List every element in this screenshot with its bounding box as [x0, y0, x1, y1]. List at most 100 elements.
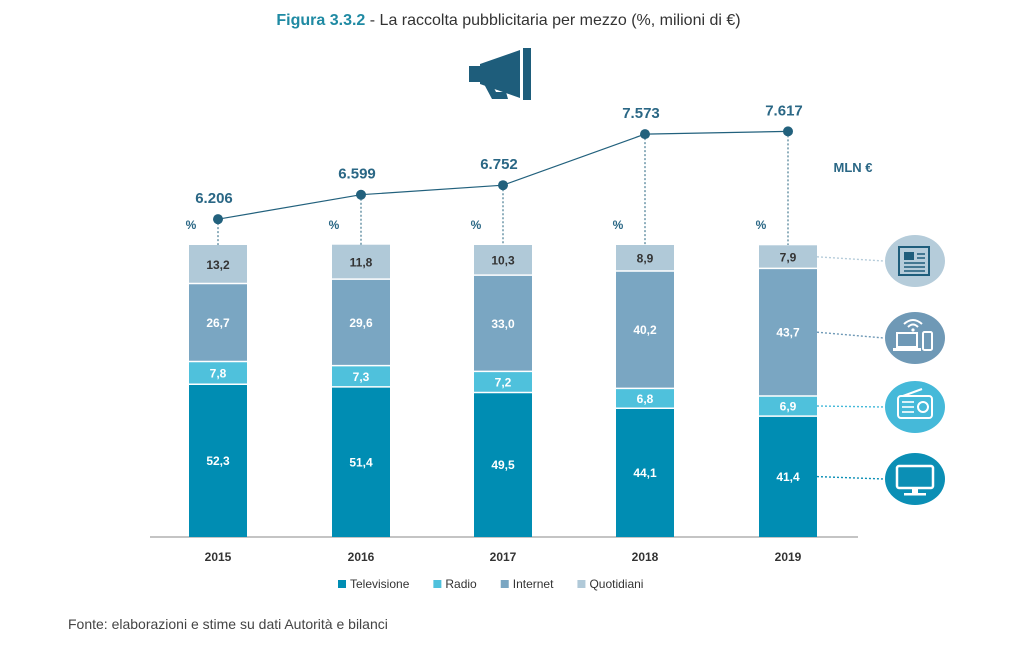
totals-point-2015: [213, 214, 223, 225]
totals-point-2016: [356, 189, 366, 200]
bar-quotidiani-2015: [189, 245, 247, 284]
legend-label-radio: Radio: [445, 577, 477, 591]
legend-item-radio: Radio: [433, 577, 477, 591]
data-label-televisione-2019: 41,4: [776, 470, 800, 484]
data-label-internet-2019: 43,7: [776, 326, 800, 340]
phone-outline: [922, 331, 933, 351]
title-separator: -: [365, 12, 380, 29]
bar-radio-2018: [616, 388, 674, 409]
legend-swatch-internet: [500, 580, 509, 588]
data-label-radio-2016: 7,3: [353, 370, 370, 384]
title-text: La raccolta pubblicitaria per mezzo (%, …: [379, 12, 741, 29]
data-label-quotidiani-2019: 7,9: [780, 250, 797, 264]
icon-circle-televisione: [885, 453, 945, 505]
bar-televisione-2017: [474, 392, 532, 537]
wifi-arc-inner: [907, 323, 919, 328]
wifi-arc-outer: [903, 319, 923, 325]
data-label-quotidiani-2018: 8,9: [637, 251, 654, 265]
legend-swatch-quotidiani: [577, 580, 586, 588]
legend-item-televisione: Televisione: [338, 577, 410, 591]
bar-quotidiani-2017: [474, 245, 532, 276]
radio-icon: [885, 381, 945, 433]
wifi-dot: [911, 328, 915, 332]
bar-radio-2015: [189, 361, 247, 385]
legend-label-televisione: Televisione: [350, 577, 410, 591]
percent-label-2019: %: [756, 218, 767, 232]
data-label-televisione-2017: 49,5: [491, 458, 515, 472]
data-label-internet-2015: 26,7: [206, 316, 230, 330]
bar-televisione-2019: [759, 416, 817, 537]
data-label-quotidiani-2016: 11,8: [350, 255, 373, 269]
totals-label-2017: 6.752: [480, 156, 518, 173]
data-label-televisione-2016: 51,4: [349, 455, 373, 469]
totals-point-2019: [783, 126, 793, 137]
connector-televisione: [816, 475, 885, 480]
newspaper-photo: [904, 252, 914, 260]
bar-televisione-2015: [189, 384, 247, 537]
data-label-internet-2017: 33,0: [491, 317, 515, 331]
connector-internet: [816, 331, 885, 339]
legend-label-internet: Internet: [513, 577, 554, 591]
tv-icon: [885, 453, 945, 505]
percent-label-2018: %: [613, 218, 624, 232]
bar-internet-2019: [759, 268, 817, 396]
megaphone-rim: [523, 48, 531, 100]
bar-televisione-2018: [616, 408, 674, 537]
bar-televisione-2016: [332, 386, 390, 537]
tv-neck: [912, 489, 918, 493]
bar-internet-2016: [332, 279, 390, 366]
percent-label-2016: %: [329, 218, 340, 232]
legend-item-internet: Internet: [500, 577, 554, 591]
bar-radio-2017: [474, 371, 532, 393]
x-tick-label-2016: 2016: [348, 550, 375, 564]
x-tick-label-2017: 2017: [490, 550, 517, 564]
legend-swatch-radio: [433, 580, 442, 588]
x-tick-label-2018: 2018: [632, 550, 659, 564]
data-label-radio-2015: 7,8: [210, 366, 227, 380]
megaphone-handle: [469, 66, 480, 82]
radio-speaker: [917, 401, 929, 413]
megaphone-cone: [480, 50, 520, 98]
x-tick-label-2015: 2015: [205, 550, 232, 564]
laptop-base: [893, 348, 921, 351]
data-label-televisione-2018: 44,1: [633, 466, 657, 480]
legend-label-quotidiani: Quotidiani: [589, 577, 643, 591]
newspaper-icon: [885, 235, 945, 287]
data-label-quotidiani-2017: 10,3: [491, 254, 515, 268]
data-label-radio-2017: 7,2: [495, 375, 512, 389]
totals-point-2018: [640, 129, 650, 140]
percent-label-2017: %: [471, 218, 482, 232]
bar-quotidiani-2018: [616, 245, 674, 271]
source-note: Fonte: elaborazioni e stime su dati Auto…: [68, 616, 388, 632]
totals-label-2016: 6.599: [338, 166, 376, 183]
icon-circle-quotidiani: [885, 235, 945, 287]
bar-internet-2015: [189, 283, 247, 362]
icon-circle-radio: [885, 381, 945, 433]
totals-label-2015: 6.206: [195, 190, 233, 207]
radio-antenna: [902, 388, 923, 397]
megaphone-grip: [484, 84, 508, 99]
data-label-quotidiani-2015: 13,2: [206, 258, 230, 272]
bar-radio-2019: [759, 395, 817, 417]
data-label-radio-2019: 6,9: [780, 400, 797, 414]
radio-body: [897, 395, 933, 419]
megaphone-icon: [469, 48, 531, 100]
bar-radio-2016: [332, 365, 390, 387]
x-tick-label-2019: 2019: [775, 550, 802, 564]
percent-label-2015: %: [186, 218, 197, 232]
totals-unit-label: MLN €: [834, 160, 873, 175]
bar-quotidiani-2016: [332, 244, 390, 280]
data-label-televisione-2015: 52,3: [206, 454, 230, 468]
newspaper-page: [898, 246, 930, 276]
connector-radio: [816, 405, 885, 408]
figure-label: Figura 3.3.2: [276, 12, 366, 29]
bar-internet-2017: [474, 275, 532, 372]
totals-label-2019: 7.617: [765, 102, 803, 119]
legend-swatch-televisione: [338, 580, 346, 588]
devices-wifi-icon: [885, 312, 945, 364]
bar-internet-2018: [616, 270, 674, 389]
totals-point-2017: [498, 180, 508, 191]
legend-item-quotidiani: Quotidiani: [577, 577, 643, 591]
tv-stand: [904, 493, 926, 496]
